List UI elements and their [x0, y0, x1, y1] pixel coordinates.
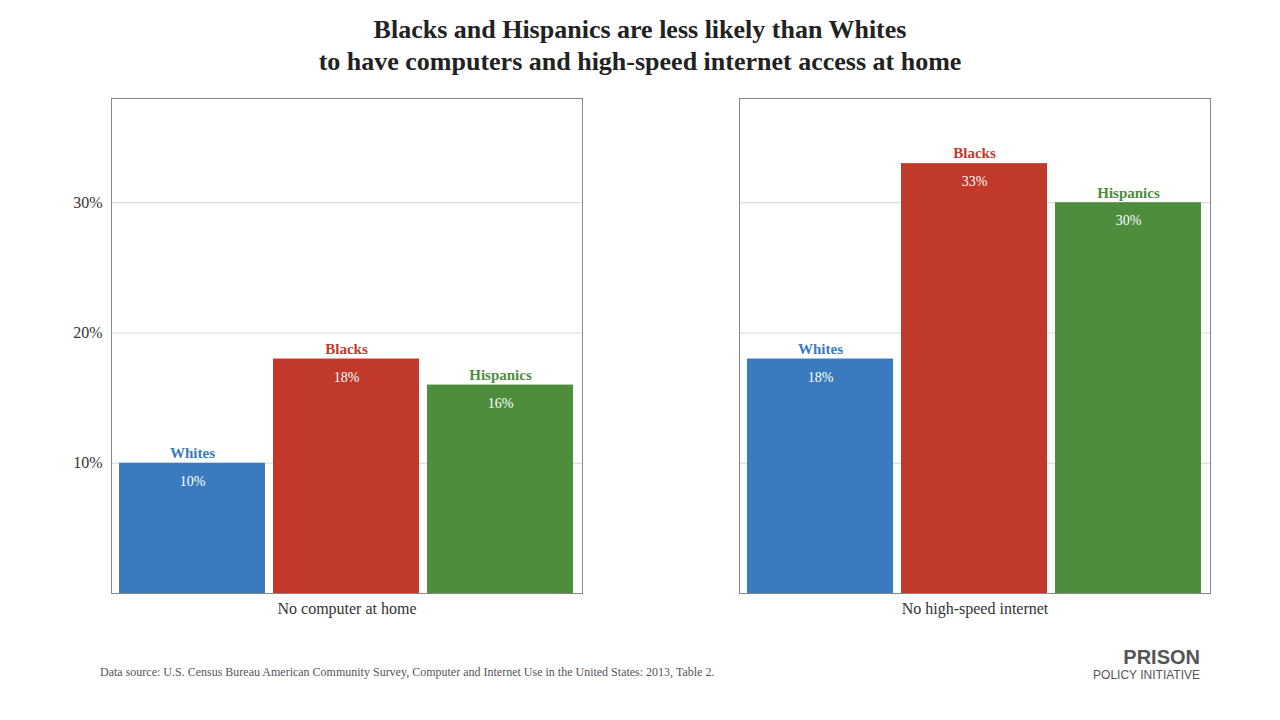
svg-text:No high-speed internet: No high-speed internet [902, 600, 1049, 618]
svg-text:Whites: Whites [170, 445, 215, 461]
svg-text:18%: 18% [808, 370, 834, 385]
html-text:Data source: U.S. Census Burea: Data source: U.S. Census Bureau American… [100, 665, 715, 679]
svg-text:33%: 33% [962, 174, 988, 189]
svg-text:30%: 30% [1116, 213, 1142, 228]
svg-text:10%: 10% [180, 474, 206, 489]
html-text:to have computers and high-spe: to have computers and high-speed interne… [318, 47, 962, 76]
html-text:POLICY INITIATIVE: POLICY INITIATIVE [1093, 668, 1200, 682]
svg-text:No computer at home: No computer at home [277, 600, 416, 618]
svg-text:Blacks: Blacks [325, 341, 368, 357]
svg-text:30%: 30% [73, 194, 102, 211]
html-text:Blacks and Hispanics are less: Blacks and Hispanics are less likely tha… [373, 15, 907, 44]
html-text:PRISON: PRISON [1123, 646, 1200, 668]
svg-text:18%: 18% [334, 370, 360, 385]
svg-text:20%: 20% [73, 324, 102, 341]
svg-text:Hispanics: Hispanics [1097, 185, 1160, 201]
svg-text:10%: 10% [73, 454, 102, 471]
svg-text:Whites: Whites [798, 341, 843, 357]
svg-text:16%: 16% [488, 396, 514, 411]
svg-text:Blacks: Blacks [953, 145, 996, 161]
svg-text:Hispanics: Hispanics [469, 367, 532, 383]
